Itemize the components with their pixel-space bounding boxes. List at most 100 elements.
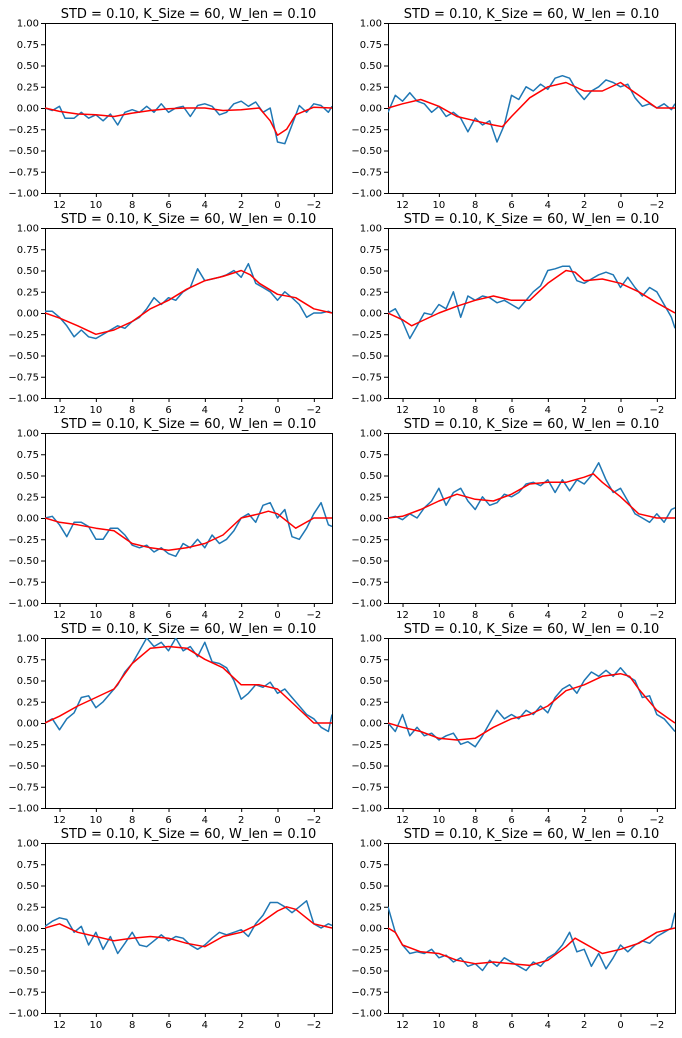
subplot-title: STD = 0.10, K_Size = 60, W_len = 0.10	[61, 7, 317, 22]
y-tick-label: 0.00	[17, 104, 39, 115]
y-tick-label: 0.00	[360, 309, 382, 320]
subplot-title: STD = 0.10, K_Size = 60, W_len = 0.10	[404, 827, 660, 842]
y-tick-label: 0.25	[360, 287, 382, 298]
y-tick-label: −1.00	[8, 1009, 39, 1020]
y-tick-label: −0.25	[351, 740, 382, 751]
x-tick-label: 12	[396, 815, 409, 826]
x-tick-label: 4	[545, 610, 551, 621]
x-tick-label: 8	[472, 405, 478, 416]
x-tick-label: 4	[545, 200, 551, 211]
y-tick-label: 0.50	[360, 61, 382, 72]
y-tick-label: 0.25	[17, 902, 39, 913]
smoothed-series-line	[45, 106, 332, 136]
y-tick-label: 0.75	[360, 655, 382, 666]
x-tick-label: 6	[165, 1020, 171, 1031]
y-tick-label: −0.25	[351, 945, 382, 956]
y-tick-label: 0.75	[360, 245, 382, 256]
y-tick-label: 0.50	[360, 676, 382, 687]
subplot-title: STD = 0.10, K_Size = 60, W_len = 0.10	[61, 417, 317, 432]
y-tick-label: −0.50	[8, 966, 39, 977]
y-tick-label: −0.75	[351, 782, 382, 793]
y-tick-label: −1.00	[351, 394, 382, 405]
x-tick-label: 0	[617, 610, 623, 621]
y-tick-label: 0.00	[360, 514, 382, 525]
x-tick-label: 12	[396, 405, 409, 416]
x-tick-label: 10	[432, 610, 445, 621]
x-tick-label: −2	[306, 405, 321, 416]
y-tick-label: 0.50	[17, 881, 39, 892]
y-tick-label: 0.00	[17, 719, 39, 730]
y-tick-label: 0.25	[17, 492, 39, 503]
x-tick-label: 0	[274, 405, 280, 416]
y-tick-label: −1.00	[351, 599, 382, 610]
y-tick-label: −0.75	[8, 987, 39, 998]
y-tick-label: −0.25	[351, 535, 382, 546]
x-tick-label: 4	[202, 815, 208, 826]
x-tick-label: 12	[396, 200, 409, 211]
x-tick-label: 10	[432, 815, 445, 826]
x-tick-label: 8	[129, 815, 135, 826]
y-tick-label: −0.50	[8, 761, 39, 772]
smoothed-series-line	[388, 927, 675, 967]
x-tick-label: 10	[89, 610, 102, 621]
x-tick-label: 12	[53, 815, 66, 826]
smoothed-series-line	[388, 672, 675, 741]
plot-area	[388, 23, 676, 194]
y-tick-label: 0.75	[17, 860, 39, 871]
x-tick-label: 2	[581, 610, 587, 621]
y-tick-label: 0.00	[360, 719, 382, 730]
x-tick-label: 0	[617, 815, 623, 826]
x-tick-label: 0	[274, 815, 280, 826]
y-tick-label: 1.00	[17, 224, 39, 235]
y-tick-label: −0.25	[351, 330, 382, 341]
y-tick-label: 0.50	[360, 881, 382, 892]
y-tick-label: −1.00	[351, 804, 382, 815]
x-tick-label: 12	[53, 405, 66, 416]
x-tick-label: 0	[617, 405, 623, 416]
subplot-title: STD = 0.10, K_Size = 60, W_len = 0.10	[61, 622, 317, 637]
x-tick-label: 8	[472, 610, 478, 621]
y-tick-label: −0.25	[8, 125, 39, 136]
x-tick-label: 10	[432, 1020, 445, 1031]
x-tick-label: 12	[53, 200, 66, 211]
noisy-series-line	[388, 906, 675, 972]
x-tick-label: 8	[472, 200, 478, 211]
x-tick-label: −2	[649, 405, 664, 416]
subplot-5: 1.00 0.75 0.50 0.25 0.00 −0.25 −0.50 −0.75 −1.00…	[8, 417, 333, 621]
y-tick-label: −1.00	[351, 189, 382, 200]
y-tick-label: 0.00	[17, 514, 39, 525]
x-tick-label: 6	[508, 200, 514, 211]
y-tick-label: −0.25	[8, 535, 39, 546]
x-tick-label: 4	[545, 405, 551, 416]
y-tick-label: −0.50	[351, 761, 382, 772]
y-tick-label: 1.00	[17, 19, 39, 30]
x-tick-label: −2	[306, 200, 321, 211]
y-tick-label: 0.50	[17, 676, 39, 687]
y-tick-label: 0.25	[360, 492, 382, 503]
subplot-title: STD = 0.10, K_Size = 60, W_len = 0.10	[61, 212, 317, 227]
y-tick-label: 0.25	[360, 697, 382, 708]
x-tick-label: 8	[129, 405, 135, 416]
x-tick-label: 10	[89, 1020, 102, 1031]
x-tick-label: −2	[649, 1020, 664, 1031]
subplot-6: 1.00 0.75 0.50 0.25 0.00 −0.25 −0.50 −0.75 −1.00…	[351, 417, 676, 621]
y-tick-label: 1.00	[17, 429, 39, 440]
y-tick-label: −0.75	[8, 782, 39, 793]
smoothed-series-line	[45, 269, 332, 336]
y-tick-label: 0.75	[17, 450, 39, 461]
y-tick-label: 1.00	[360, 429, 382, 440]
y-tick-label: −1.00	[8, 394, 39, 405]
y-tick-label: 0.75	[360, 860, 382, 871]
x-tick-label: 8	[129, 1020, 135, 1031]
y-tick-label: −0.50	[8, 556, 39, 567]
x-tick-label: 4	[202, 200, 208, 211]
x-tick-label: 4	[202, 610, 208, 621]
x-tick-label: 10	[89, 405, 102, 416]
x-tick-label: 6	[508, 405, 514, 416]
x-tick-label: 2	[238, 610, 244, 621]
smoothed-series-line	[45, 510, 332, 552]
x-tick-label: −2	[649, 610, 664, 621]
x-tick-label: 4	[545, 1020, 551, 1031]
y-tick-label: −0.50	[351, 351, 382, 362]
plot-area	[388, 433, 676, 604]
